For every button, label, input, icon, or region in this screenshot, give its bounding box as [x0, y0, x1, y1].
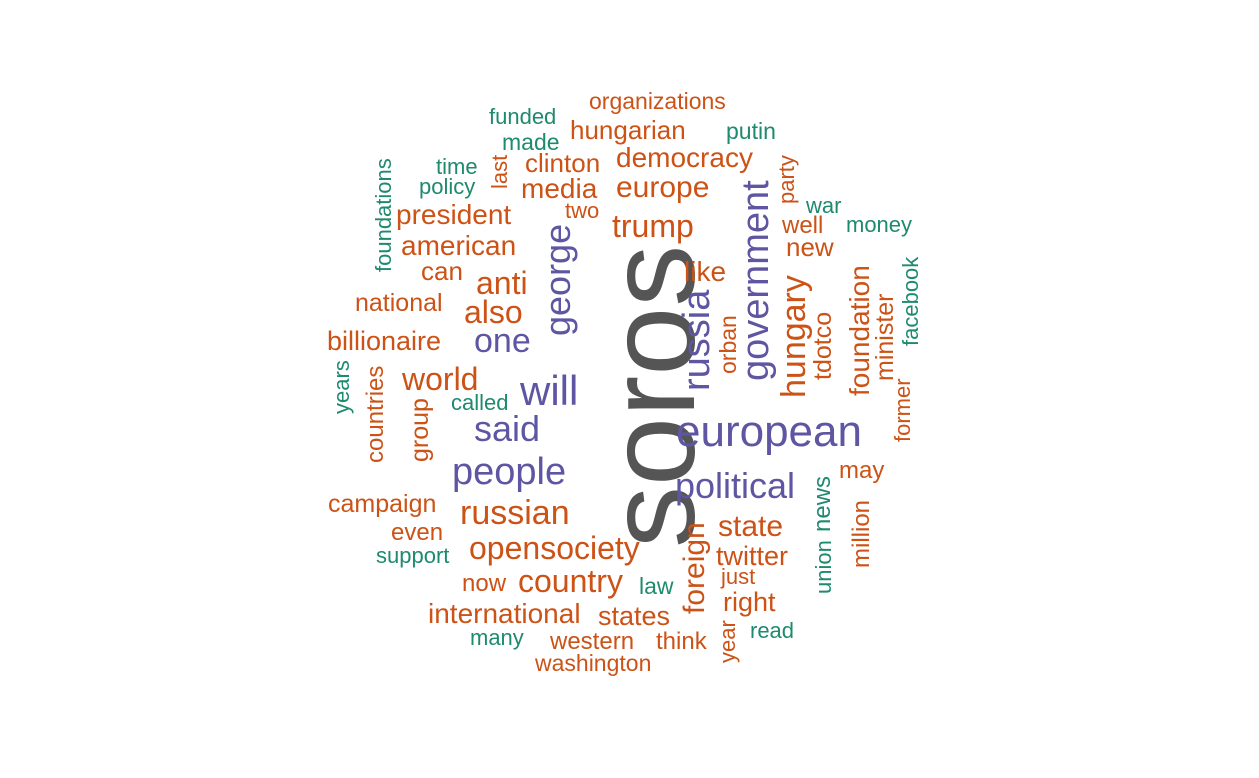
word-well: well	[782, 212, 824, 239]
word-years: years	[329, 360, 354, 414]
word-new: new	[786, 232, 834, 262]
word-hungarian: hungarian	[570, 115, 686, 145]
word-national: national	[355, 289, 443, 317]
word-countries: countries	[362, 365, 389, 463]
word-opensociety: opensociety	[469, 530, 640, 566]
word-also: also	[464, 294, 523, 330]
word-political: political	[675, 465, 796, 506]
word-many: many	[470, 625, 524, 650]
word-anti: anti	[476, 265, 528, 301]
word-states: states	[598, 601, 671, 631]
word-twitter: twitter	[716, 541, 789, 571]
word-one: one	[474, 322, 531, 360]
word-russia: russia	[676, 289, 718, 391]
word-two: two	[565, 198, 600, 223]
word-president: president	[396, 199, 512, 230]
word-american: american	[401, 230, 517, 261]
word-news: news	[809, 475, 836, 532]
word-campaign: campaign	[328, 490, 437, 518]
word-billionaire: billionaire	[327, 326, 442, 356]
word-democracy: democracy	[616, 142, 753, 173]
word-media: media	[521, 173, 598, 204]
word-country: country	[518, 563, 623, 599]
word-george: george	[537, 223, 578, 336]
word-europe: europe	[616, 171, 710, 204]
word-last: last	[487, 154, 512, 189]
word-just: just	[721, 564, 756, 589]
word-union: union	[811, 540, 836, 594]
word-orban: orban	[715, 315, 741, 374]
word-time: time	[436, 154, 478, 179]
word-foreign: foreign	[678, 522, 711, 614]
word-world: world	[402, 361, 479, 397]
word-war: war	[806, 193, 842, 218]
word-funded: funded	[489, 104, 557, 129]
word-government: government	[735, 180, 777, 381]
word-european: european	[676, 407, 862, 456]
word-can: can	[421, 256, 463, 286]
word-former: former	[890, 378, 915, 442]
word-read: read	[750, 618, 795, 643]
word-international: international	[428, 598, 581, 629]
word-washington: washington	[535, 650, 652, 676]
word-may: may	[839, 457, 885, 484]
word-tdotco: tdotco	[809, 311, 837, 380]
word-said: said	[474, 408, 541, 449]
word-group: group	[406, 398, 434, 462]
word-called: called	[451, 390, 509, 415]
word-russian: russian	[460, 494, 570, 532]
word-million: million	[848, 499, 875, 568]
word-organizations: organizations	[589, 88, 726, 114]
word-right: right	[723, 587, 776, 617]
word-even: even	[391, 519, 444, 546]
word-year: year	[715, 620, 740, 663]
word-support: support	[376, 543, 450, 568]
word-made: made	[502, 129, 560, 155]
word-think: think	[656, 628, 707, 655]
word-now: now	[462, 570, 507, 597]
word-will: will	[520, 367, 579, 414]
word-like: like	[684, 256, 727, 287]
word-clinton: clinton	[525, 148, 601, 178]
word-money: money	[846, 212, 913, 237]
word-law: law	[639, 573, 674, 599]
word-foundation: foundation	[844, 265, 875, 396]
word-minister: minister	[871, 293, 899, 381]
word-party: party	[774, 155, 799, 204]
word-putin: putin	[726, 118, 776, 144]
word-state: state	[718, 510, 784, 543]
word-policy: policy	[419, 174, 476, 199]
word-trump: trump	[612, 208, 694, 244]
word-facebook: facebook	[898, 256, 923, 346]
word-hungary: hungary	[775, 275, 813, 398]
word-foundations: foundations	[371, 158, 396, 272]
word-western: western	[550, 628, 635, 655]
word-people: people	[452, 451, 567, 493]
